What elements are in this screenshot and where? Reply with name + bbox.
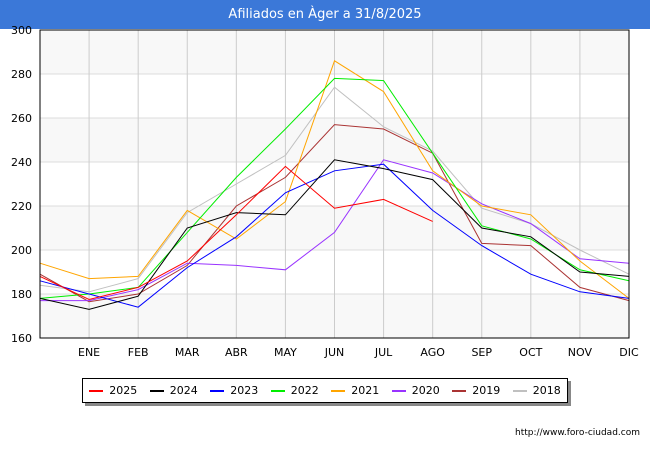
legend-swatch [452,389,467,392]
legend-item: 2025 [89,384,137,397]
legend-item: 2022 [270,384,319,397]
chart-title: Afiliados en Àger a 31/8/2025 [0,0,650,29]
series-line-2024 [39,159,630,310]
series-line-2021 [39,60,630,299]
legend-item: 2024 [149,384,198,397]
x-tick-label: FEB [128,346,149,359]
x-tick-label: OCT [519,346,542,359]
x-tick-label: SEP [471,346,492,359]
legend-label: 2023 [230,384,259,397]
x-tick-label: ABR [225,346,248,359]
series-line-2025 [39,165,433,301]
legend-label: 2024 [169,384,198,397]
legend-item: 2020 [391,384,440,397]
x-tick-label: ENE [78,346,100,359]
x-tick-label: MAY [274,346,297,359]
plot-border [39,29,630,339]
y-tick-label: 180 [11,288,32,301]
source-url[interactable]: http://www.foro-ciudad.com [515,428,640,438]
legend-swatch [512,389,527,392]
legend-item: 2019 [452,384,500,397]
legend-swatch [210,389,225,392]
legend-label: 2022 [290,384,319,397]
legend-swatch [331,389,346,392]
x-tick-label: JUN [324,346,345,359]
legend-swatch [149,389,164,392]
legend-item: 2023 [210,384,258,397]
y-tick-label: 280 [11,68,32,81]
y-tick-label: 260 [11,112,32,125]
y-tick-label: 160 [11,332,32,345]
x-tick-label: DIC [619,346,639,359]
legend: 2025 2024 2023 2022 2021 2020 2019 2018 [82,378,568,403]
x-tick-label: MAR [175,346,200,359]
series-line-2019 [39,124,630,303]
y-tick-label: 300 [11,24,32,37]
x-tick-label: JUL [374,346,393,359]
y-tick-label: 200 [11,244,32,257]
legend-label: 2020 [411,384,440,397]
legend-item: 2018 [512,384,561,397]
legend-label: 2019 [472,384,501,397]
y-tick-label: 220 [11,200,32,213]
y-tick-label: 240 [11,156,32,169]
x-tick-label: AGO [420,346,445,359]
legend-item: 2021 [331,384,379,397]
series-line-2023 [39,163,630,308]
series-line-2020 [40,159,630,302]
legend-label: 2021 [351,384,380,397]
legend-label: 2025 [109,384,138,397]
legend-label: 2018 [532,384,561,397]
legend-swatch [391,389,406,392]
x-tick-label: NOV [568,346,593,359]
legend-swatch [270,389,285,392]
legend-swatch [89,389,104,392]
